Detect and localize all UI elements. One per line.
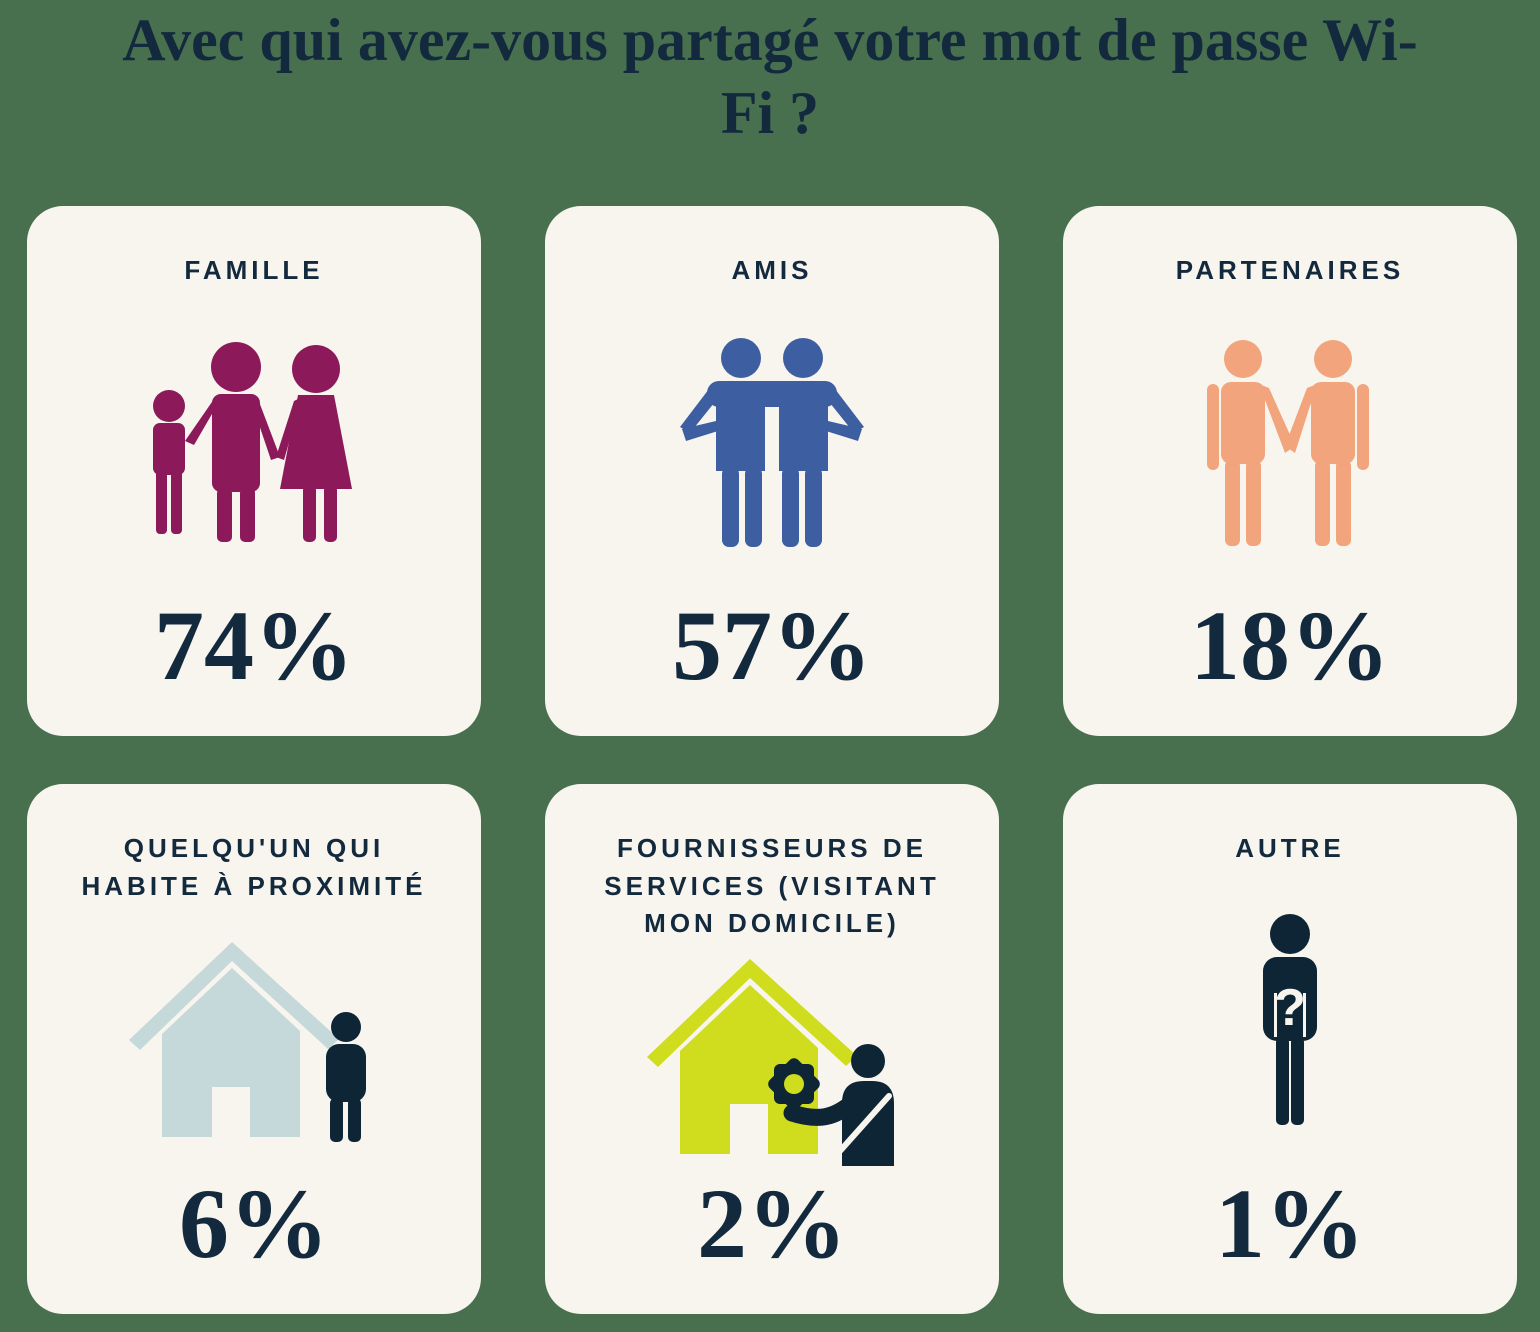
card-famille-label: FAMILLE [184, 255, 324, 285]
card-proximite-value: 6% [179, 1168, 329, 1279]
card-amis-value: 57% [672, 590, 872, 701]
house-neighbor-icon [129, 941, 366, 1142]
card-autre-label: AUTRE [1235, 833, 1345, 863]
cards-grid: FAMILLE [27, 206, 1517, 1314]
card-fournisseurs: FOURNISSEURS DE SERVICES (VISITANT MON D… [545, 784, 999, 1314]
card-partenaires-label: PARTENAIRES [1175, 255, 1405, 285]
card-amis: AMIS 57% [545, 206, 999, 736]
card-autre: AUTRE ? 1% [1063, 784, 1517, 1314]
card-proximite-label: QUELQU'UN QUI HABITE À PROXIMITÉ [81, 833, 427, 901]
family-icon [153, 341, 352, 542]
card-famille-value: 74% [154, 590, 354, 701]
gear-icon [768, 1058, 820, 1110]
card-amis-label: AMIS [731, 255, 813, 285]
card-partenaires-value: 18% [1190, 590, 1390, 701]
page-title: Avec qui avez-vous partagé votre mot de … [122, 7, 1418, 147]
person-question-icon: ? [1263, 914, 1317, 1126]
card-fournisseurs-value: 2% [697, 1168, 847, 1279]
card-autre-value: 1% [1215, 1168, 1365, 1279]
card-proximite: QUELQU'UN QUI HABITE À PROXIMITÉ 6% [27, 784, 481, 1314]
service-person [783, 1044, 894, 1167]
card-famille: FAMILLE [27, 206, 481, 736]
partners-icon [1206, 339, 1369, 546]
house-service-icon [647, 959, 894, 1167]
card-partenaires: PARTENAIRES 18% [1063, 206, 1517, 736]
friends-icon [680, 337, 864, 547]
question-mark-glyph: ? [1274, 979, 1306, 1037]
card-fournisseurs-label: FOURNISSEURS DE SERVICES (VISITANT MON D… [604, 833, 940, 939]
